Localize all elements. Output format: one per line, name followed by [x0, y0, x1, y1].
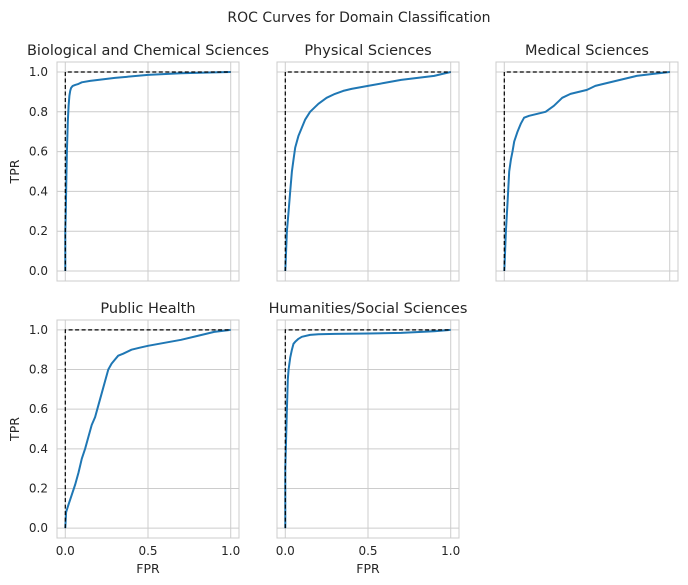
reference-line	[284, 329, 451, 529]
y-tick-label: 0.6	[29, 402, 48, 416]
figure-suptitle: ROC Curves for Domain Classification	[227, 10, 490, 26]
x-tick-label: 0.5	[138, 544, 157, 558]
x-axis-label: FPR	[356, 561, 380, 576]
reference-line	[64, 71, 231, 271]
y-tick-label: 0.8	[29, 363, 48, 377]
panel-title: Biological and Chemical Sciences	[27, 43, 269, 59]
roc-curve	[64, 328, 231, 529]
roc-panel-4: Public Health 0.0 0.2 0.4 0.6 0.8 1.0 0.0 0.5 1.0…	[7, 301, 240, 576]
roc-panel-2: Physical Sciences	[276, 43, 460, 282]
y-tick-label: 0.4	[29, 184, 48, 198]
y-tick-label: 1.0	[29, 65, 48, 79]
y-tick-label: 0.6	[29, 145, 48, 159]
y-axis-label: TPR	[7, 417, 22, 442]
y-tick-label: 0.2	[29, 481, 48, 495]
panel-title: Humanities/Social Sciences	[269, 301, 468, 317]
roc-curve	[284, 328, 451, 529]
reference-line	[64, 329, 231, 529]
y-axis-label: TPR	[7, 159, 22, 184]
y-tick-label: 0.0	[29, 264, 48, 278]
panel-title: Public Health	[100, 301, 195, 317]
reference-line	[284, 71, 451, 271]
x-tick-label: 1.0	[441, 544, 460, 558]
reference-line	[503, 71, 670, 271]
y-tick-label: 0.0	[29, 521, 48, 535]
x-tick-label: 0.5	[358, 544, 377, 558]
roc-panel-5: Humanities/Social Sciences 0.0 0.5 1.0 FPR	[269, 301, 468, 576]
roc-curve	[64, 71, 231, 271]
y-tick-label: 0.2	[29, 224, 48, 238]
panel-title: Physical Sciences	[304, 43, 431, 59]
roc-panel-1: Biological and Chemical Sciences 0.0 0.2 0.…	[7, 43, 269, 282]
y-tick-label: 1.0	[29, 323, 48, 337]
x-axis-label: FPR	[136, 561, 160, 576]
y-tick-label: 0.4	[29, 442, 48, 456]
x-tick-label: 0.0	[276, 544, 295, 558]
x-tick-label: 0.0	[56, 544, 75, 558]
x-tick-label: 1.0	[221, 544, 240, 558]
roc-panel-3: Medical Sciences	[495, 43, 679, 282]
y-tick-label: 0.8	[29, 105, 48, 119]
roc-curve	[284, 71, 451, 272]
panel-title: Medical Sciences	[525, 43, 649, 59]
roc-panels: Biological and Chemical Sciences 0.0 0.2 0.…	[7, 43, 679, 576]
roc-curve	[503, 71, 670, 272]
